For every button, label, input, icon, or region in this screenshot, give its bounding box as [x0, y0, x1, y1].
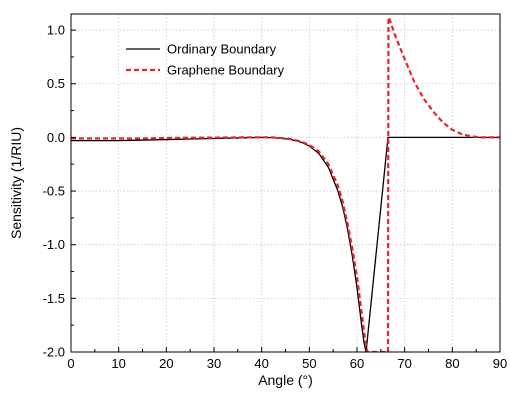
legend-label-ordinary: Ordinary Boundary — [167, 42, 277, 57]
y-tick-label: 0.5 — [47, 76, 65, 91]
series-clip-group — [71, 16, 500, 352]
plot-frame — [70, 13, 501, 353]
legend-label-graphene: Graphene Boundary — [167, 63, 285, 78]
y-tick-label: -1.5 — [43, 291, 65, 306]
x-axis-title: Angle (°) — [258, 372, 313, 388]
y-tick-label: -0.5 — [43, 184, 65, 199]
y-tick-label: 1.0 — [47, 23, 65, 38]
series-line-ordinary — [71, 136, 500, 352]
x-tick-label: 50 — [302, 356, 316, 371]
x-tick-label: 40 — [254, 356, 268, 371]
x-tick-label: 60 — [350, 356, 364, 371]
series-line-graphene — [71, 16, 500, 352]
x-tick-label: 90 — [493, 356, 507, 371]
series-layer — [71, 16, 500, 352]
x-tick-label: 80 — [445, 356, 459, 371]
x-tick-label: 0 — [67, 356, 74, 371]
y-axis-title: Sensitivity (1/RIU) — [8, 127, 24, 239]
y-tick-label: 0.0 — [47, 130, 65, 145]
ticks: 0 10 20 30 40 50 60 70 80 90 -2.0 -1.5 -1.0 -0.5 0.0 0.… — [43, 23, 508, 371]
x-tick-label: 70 — [397, 356, 411, 371]
legend: Ordinary Boundary Graphene Boundary — [126, 42, 285, 78]
x-tick-label: 10 — [111, 356, 125, 371]
grid — [71, 14, 500, 352]
x-tick-label: 30 — [207, 356, 221, 371]
y-tick-label: -1.0 — [43, 237, 65, 252]
y-tick-label: -2.0 — [43, 345, 65, 360]
x-tick-label: 20 — [159, 356, 173, 371]
